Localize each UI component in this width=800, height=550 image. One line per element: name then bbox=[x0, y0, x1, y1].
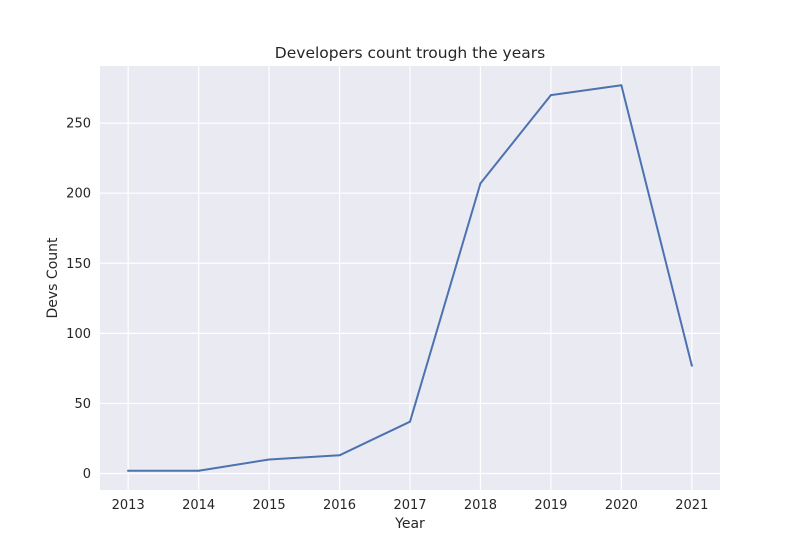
y-tick-label: 250 bbox=[66, 117, 91, 132]
x-tick-label: 2015 bbox=[253, 498, 286, 513]
x-tick-label: 2017 bbox=[393, 498, 426, 513]
x-axis-label: Year bbox=[394, 516, 425, 532]
x-axis-ticks: 2013 2014 2015 2016 2017 2018 2019 2020 2021 bbox=[112, 498, 709, 513]
y-axis-ticks: 0 50 100 150 200 250 bbox=[66, 117, 91, 482]
x-tick-label: 2019 bbox=[534, 498, 567, 513]
data-point bbox=[479, 182, 482, 185]
x-tick-label: 2016 bbox=[323, 498, 356, 513]
data-point bbox=[549, 94, 552, 97]
data-point bbox=[690, 364, 693, 367]
y-tick-label: 100 bbox=[66, 327, 91, 342]
series-group bbox=[127, 84, 693, 472]
x-tick-label: 2014 bbox=[182, 498, 215, 513]
y-tick-label: 150 bbox=[66, 257, 91, 272]
y-axis-label: Devs Count bbox=[45, 237, 61, 319]
grid-lines bbox=[100, 66, 720, 490]
chart-title: Developers count trough the years bbox=[275, 44, 545, 62]
x-tick-label: 2020 bbox=[605, 498, 638, 513]
data-point bbox=[197, 469, 200, 472]
data-point bbox=[127, 469, 130, 472]
data-point bbox=[409, 420, 411, 423]
x-tick-label: 2013 bbox=[112, 498, 145, 513]
y-tick-label: 200 bbox=[66, 187, 91, 202]
data-point bbox=[268, 458, 271, 461]
x-tick-label: 2021 bbox=[675, 498, 708, 513]
y-tick-label: 0 bbox=[83, 467, 91, 482]
data-point bbox=[620, 84, 623, 87]
data-point bbox=[338, 454, 341, 457]
y-tick-label: 50 bbox=[74, 397, 91, 412]
x-tick-label: 2018 bbox=[464, 498, 497, 513]
